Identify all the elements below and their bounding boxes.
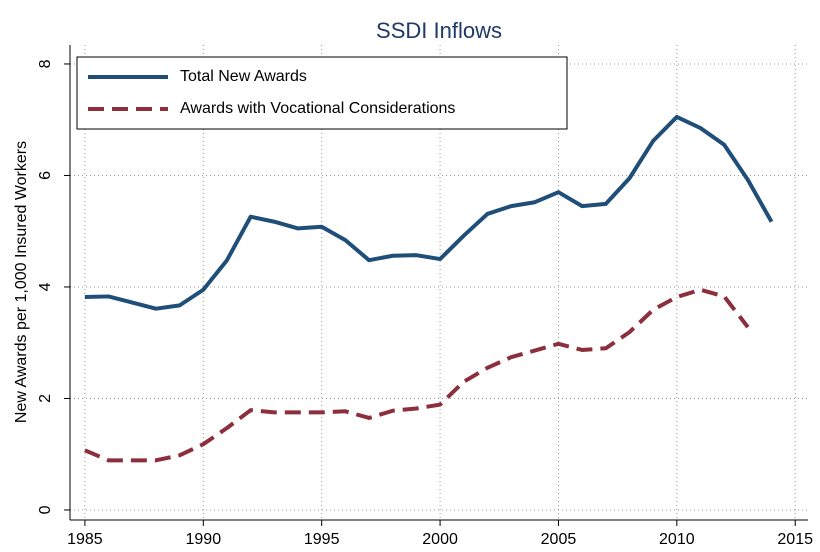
x-tick-label: 2010 xyxy=(659,531,695,548)
y-tick-label: 8 xyxy=(37,59,54,68)
x-tick-label: 2005 xyxy=(541,531,577,548)
x-tick-label: 1995 xyxy=(304,531,340,548)
legend-label: Total New Awards xyxy=(180,68,307,85)
x-tick-label: 1985 xyxy=(67,531,103,548)
series-line xyxy=(84,114,774,311)
chart-title: SSDI Inflows xyxy=(376,18,502,43)
legend-box xyxy=(76,56,568,130)
y-tick-label: 0 xyxy=(37,505,54,514)
x-tick-label: 1990 xyxy=(186,531,222,548)
y-tick-label: 4 xyxy=(37,282,54,291)
x-tick-label: 2000 xyxy=(422,531,458,548)
y-axis-label: New Awards per 1,000 Insured Workers xyxy=(13,141,30,423)
series-line xyxy=(84,287,750,463)
legend-label: Awards with Vocational Considerations xyxy=(180,100,455,117)
x-tick-label: 2015 xyxy=(777,531,813,548)
y-tick-label: 6 xyxy=(37,171,54,180)
y-tick-label: 2 xyxy=(37,394,54,403)
